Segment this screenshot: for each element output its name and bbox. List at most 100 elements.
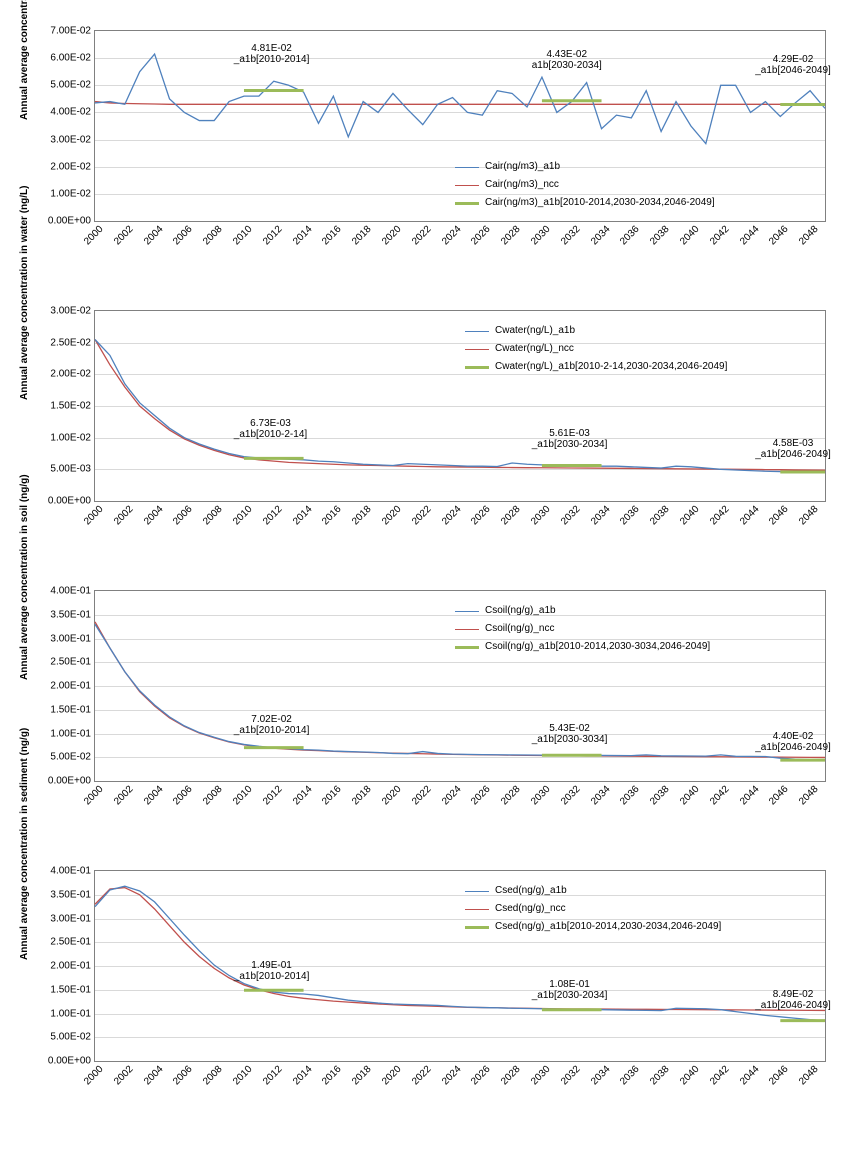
x-tick-label: 2030 <box>526 1061 552 1087</box>
x-tick-label: 2006 <box>169 781 195 807</box>
y-axis-label: Annual average concentration in sediment… <box>19 770 30 960</box>
x-tick-label: 2006 <box>169 501 195 527</box>
y-axis-label: Annual average concentration in water (n… <box>19 210 30 400</box>
x-tick-label: 2012 <box>258 501 284 527</box>
x-tick-label: 2030 <box>526 781 552 807</box>
x-tick-label: 2002 <box>109 221 135 247</box>
x-tick-label: 2028 <box>496 221 522 247</box>
y-tick-label: 0.00E+00 <box>48 496 95 507</box>
x-tick-label: 2018 <box>347 501 373 527</box>
x-tick-label: 2004 <box>139 501 165 527</box>
legend-item: Cwater(ng/L)_a1b <box>465 323 727 339</box>
chart-soil: Annual average concentration in soil (ng… <box>24 580 844 830</box>
annotation-value: 5.43E-02 <box>532 723 608 734</box>
legend-label: Cair(ng/m3)_a1b <box>485 159 560 175</box>
y-tick-label: 3.00E-01 <box>50 633 95 644</box>
legend-label: Cwater(ng/L)_a1b[2010-2-14,2030-2034,204… <box>495 359 727 375</box>
y-tick-label: 5.00E-02 <box>50 80 95 91</box>
annotation-range: _a1b[2046-2049] <box>755 1000 831 1011</box>
y-tick-label: 0.00E+00 <box>48 776 95 787</box>
x-tick-label: 2034 <box>586 781 612 807</box>
legend-item: Csoil(ng/g)_a1b <box>455 603 710 619</box>
x-tick-label: 2022 <box>407 221 433 247</box>
annotation: 4.58E-03_a1b[2046-2049] <box>755 438 831 460</box>
x-tick-label: 2024 <box>437 501 463 527</box>
y-tick-label: 1.00E-02 <box>50 188 95 199</box>
legend-label: Cair(ng/m3)_ncc <box>485 177 559 193</box>
x-tick-label: 2024 <box>437 221 463 247</box>
x-tick-label: 2010 <box>228 501 254 527</box>
y-tick-label: 3.00E-01 <box>50 913 95 924</box>
x-tick-label: 2048 <box>794 781 820 807</box>
y-tick-label: 1.50E-01 <box>50 704 95 715</box>
x-tick-label: 2032 <box>556 1061 582 1087</box>
x-tick-label: 2016 <box>318 501 344 527</box>
x-tick-label: 2006 <box>169 1061 195 1087</box>
x-tick-label: 2016 <box>318 781 344 807</box>
x-tick-label: 2046 <box>765 501 791 527</box>
legend-item: Cair(ng/m3)_a1b[2010-2014,2030-2034,2046… <box>455 195 715 211</box>
annotation-range: _a1b[2046-2049] <box>755 742 831 753</box>
x-tick-label: 2038 <box>645 781 671 807</box>
annotation-value: 4.81E-02 <box>234 43 310 54</box>
annotation-range: _a1b[2010-2014] <box>234 971 310 982</box>
x-tick-label: 2036 <box>616 1061 642 1087</box>
y-axis-label: Annual average concentration in soil (ng… <box>19 490 30 680</box>
legend-item: Csoil(ng/g)_a1b[2010-2014,2030-3034,2046… <box>455 639 710 655</box>
plot-area: 0.00E+005.00E-021.00E-011.50E-012.00E-01… <box>94 590 826 782</box>
x-tick-label: 2040 <box>675 781 701 807</box>
x-tick-label: 2014 <box>288 1061 314 1087</box>
plot-area: 0.00E+005.00E-021.00E-011.50E-012.00E-01… <box>94 870 826 1062</box>
annotation: 6.73E-03_a1b[2010-2-14] <box>234 418 307 440</box>
x-tick-label: 2044 <box>735 781 761 807</box>
y-tick-label: 4.00E-01 <box>50 586 95 597</box>
annotation: 1.49E-01_a1b[2010-2014] <box>234 960 310 982</box>
x-tick-label: 2036 <box>616 221 642 247</box>
x-tick-label: 2016 <box>318 1061 344 1087</box>
x-tick-label: 2046 <box>765 781 791 807</box>
x-tick-label: 2048 <box>794 501 820 527</box>
x-tick-label: 2048 <box>794 221 820 247</box>
y-tick-label: 5.00E-02 <box>50 752 95 763</box>
y-tick-label: 0.00E+00 <box>48 1056 95 1067</box>
x-tick-label: 2018 <box>347 1061 373 1087</box>
x-tick-label: 2026 <box>467 1061 493 1087</box>
x-tick-label: 2040 <box>675 1061 701 1087</box>
x-tick-label: 2016 <box>318 221 344 247</box>
legend: Csoil(ng/g)_a1bCsoil(ng/g)_nccCsoil(ng/g… <box>455 603 710 657</box>
y-tick-label: 3.00E-02 <box>50 134 95 145</box>
x-tick-label: 2026 <box>467 781 493 807</box>
x-tick-label: 2032 <box>556 781 582 807</box>
annotation-range: a1b[2030-2034] <box>532 60 602 71</box>
y-tick-label: 2.00E-01 <box>50 681 95 692</box>
legend-label: Cair(ng/m3)_a1b[2010-2014,2030-2034,2046… <box>485 195 715 211</box>
chart-sediment: Annual average concentration in sediment… <box>24 860 844 1110</box>
x-tick-label: 2014 <box>288 221 314 247</box>
annotation: 7.02E-02_a1b[2010-2014] <box>234 714 310 736</box>
x-tick-label: 2020 <box>377 781 403 807</box>
x-tick-label: 2032 <box>556 501 582 527</box>
x-tick-label: 2012 <box>258 221 284 247</box>
x-tick-label: 2008 <box>198 501 224 527</box>
y-tick-label: 6.00E-02 <box>50 53 95 64</box>
annotation: 5.43E-02_a1b[2030-3034] <box>532 723 608 745</box>
y-tick-label: 5.00E-02 <box>50 1032 95 1043</box>
legend-label: Csoil(ng/g)_a1b[2010-2014,2030-3034,2046… <box>485 639 710 655</box>
x-tick-label: 2034 <box>586 221 612 247</box>
legend-swatch <box>465 891 489 892</box>
x-tick-label: 2032 <box>556 221 582 247</box>
legend-label: Csed(ng/g)_a1b[2010-2014,2030-2034,2046-… <box>495 919 721 935</box>
annotation-range: _a1b[2030-2034] <box>532 439 608 450</box>
x-tick-label: 2042 <box>705 501 731 527</box>
x-tick-label: 2040 <box>675 501 701 527</box>
x-tick-label: 2042 <box>705 221 731 247</box>
x-tick-label: 2002 <box>109 1061 135 1087</box>
legend-item: Cwater(ng/L)_ncc <box>465 341 727 357</box>
x-tick-label: 2024 <box>437 781 463 807</box>
annotation-value: 4.58E-03 <box>755 438 831 449</box>
legend-swatch <box>455 185 479 186</box>
y-tick-label: 2.50E-01 <box>50 657 95 668</box>
annotation-value: 8.49E-02 <box>755 989 831 1000</box>
annotation: 4.40E-02_a1b[2046-2049] <box>755 731 831 753</box>
x-tick-label: 2028 <box>496 501 522 527</box>
